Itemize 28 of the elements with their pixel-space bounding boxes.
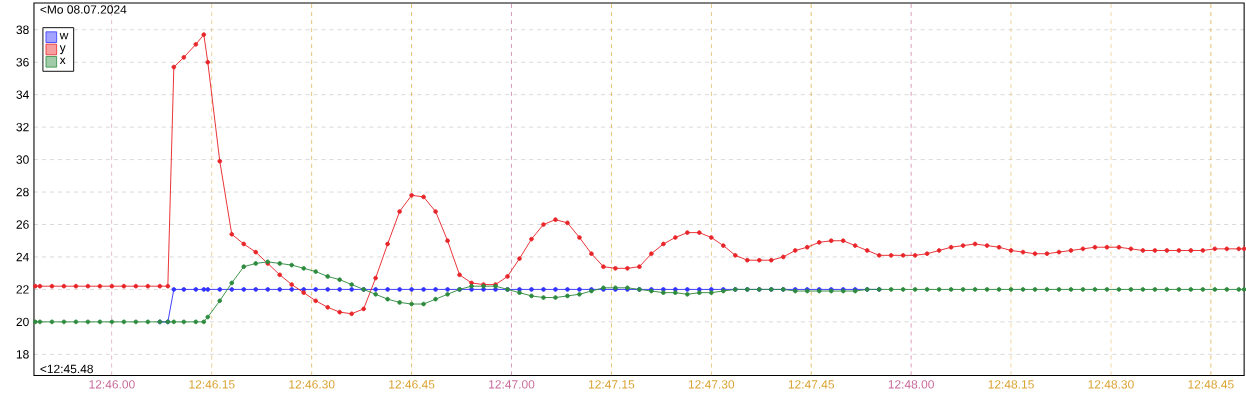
legend-label: x xyxy=(59,57,66,64)
x-tick-label: 12:46.15 xyxy=(189,379,235,389)
y-tick-label: 18 xyxy=(16,349,29,359)
x-tick-label: 12:48.00 xyxy=(888,379,934,389)
y-tick-label: 24 xyxy=(16,252,29,261)
x-tick-label: 12:47.15 xyxy=(589,379,635,389)
y-tick-label: 34 xyxy=(16,90,29,99)
legend-label: w xyxy=(59,32,69,40)
y-tick-label: 38 xyxy=(16,25,29,34)
x-tick-label: 12:48.45 xyxy=(1188,379,1234,389)
x-tick-label: 12:47.00 xyxy=(489,379,535,389)
y-tick-label: 32 xyxy=(16,122,29,132)
x-tick-label: 12:46.45 xyxy=(389,379,435,389)
y-tick-label: 28 xyxy=(16,187,29,197)
y-tick-label: 36 xyxy=(16,57,29,67)
y-tick-label: 20 xyxy=(16,317,29,326)
x-tick-label: 12:47.30 xyxy=(688,379,735,389)
annotation: <12:45.48 xyxy=(40,364,93,373)
y-tick-label: 30 xyxy=(16,155,29,164)
x-tick-label: 12:48.15 xyxy=(988,379,1034,389)
x-tick-label: 12:46.30 xyxy=(289,379,335,389)
x-tick-label: 12:47.45 xyxy=(788,379,835,389)
legend-label: y xyxy=(59,45,66,54)
y-tick-label: 26 xyxy=(16,220,29,229)
x-tick-label: 12:46.00 xyxy=(89,379,135,389)
annotation: <Mo 08.07.2024 xyxy=(40,5,127,14)
y-tick-label: 22 xyxy=(16,285,29,294)
x-tick-label: 12:48.30 xyxy=(1088,379,1134,389)
